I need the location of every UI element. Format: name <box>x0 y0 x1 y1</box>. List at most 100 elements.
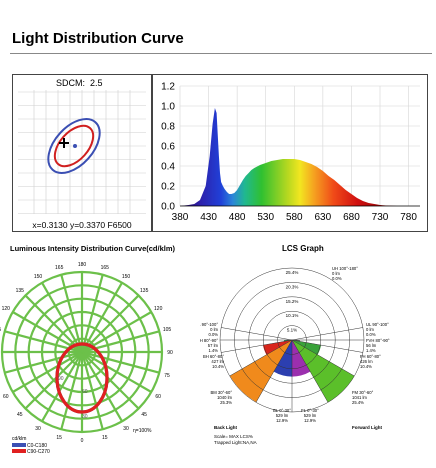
inner-sdcm-ellipse <box>53 124 95 168</box>
polar-angle-label: 0 <box>81 438 84 444</box>
spectrum-x-tick: 480 <box>229 212 246 223</box>
polar-spoke <box>24 351 83 410</box>
polar-angle-label: 75 <box>164 373 170 379</box>
lcs-grid <box>219 267 365 413</box>
zone-lumens-fh: 426 lm <box>360 359 373 364</box>
polar-angle-label: 15 <box>56 435 62 441</box>
zone-wedge-fm <box>292 340 355 403</box>
polar-spoke <box>12 311 83 353</box>
sdcm-label: SDCM: <box>56 78 85 88</box>
polar-angle-label: 15 <box>102 435 108 441</box>
polar-grid <box>0 270 164 434</box>
zone-lumens-ul_r: 0 lm <box>366 327 374 332</box>
legend-label-c0: C0-C180 <box>27 443 47 449</box>
polar-angle-label: 150 <box>122 274 131 280</box>
zone-percent-uh: 0.0% <box>332 276 342 281</box>
zone-wedge-bm <box>229 340 292 403</box>
zone-label-bl: BL 0°-30° <box>273 408 291 413</box>
lcs-zone-labels: UH 100°-180°0 lm0.0%UL 90°-100°0 lm0.0%U… <box>200 266 390 423</box>
zone-lumens-fvh: 56 lm <box>366 343 377 348</box>
zone-lumens-fm: 1041 lm <box>352 395 367 400</box>
spectrum-curve <box>180 108 420 206</box>
polar-spoke <box>41 282 83 353</box>
polar-spoke <box>24 294 83 353</box>
lcs-trapped-note: Trapped Light:NA,NA <box>214 440 257 445</box>
polar-angle-label: 105 <box>0 327 1 333</box>
polar-spoke <box>81 294 140 353</box>
polar-angle-label: 150 <box>34 274 43 280</box>
lcs-spoke <box>221 339 293 353</box>
lcs-spoke <box>221 327 293 341</box>
chromaticity-coords: x=0.3130 y=0.3370 F6500 <box>32 220 132 230</box>
lcs-spoke <box>291 327 363 341</box>
spectrum-x-tick: 430 <box>200 212 217 223</box>
intensity-polar-chart: 1801651501351201059075604530150153045607… <box>0 262 173 455</box>
zone-wedge-fh <box>292 340 322 355</box>
polar-angle-label: 165 <box>55 265 64 271</box>
spectrum-y-tick: 0.8 <box>161 122 175 133</box>
spectrum-x-tick: 530 <box>257 212 274 223</box>
zone-wedge-fl <box>292 340 311 377</box>
polar-spoke <box>81 351 140 410</box>
zone-label-bm: BM 30°-60° <box>210 390 232 395</box>
zone-label-bvh: BVH 80°-90° <box>200 338 218 343</box>
legend-swatch-c0 <box>12 443 26 447</box>
zone-label-uh: UH 100°-180° <box>332 266 358 271</box>
zone-percent-fh: 10.4% <box>360 364 372 369</box>
legend-label-c90: C90-C270 <box>27 449 50 455</box>
spectrum-axes: 380 430 480 530 580 630 680 730 780 0.0 0.2 0.4 0.6 0… <box>161 82 420 223</box>
polar-spoke <box>4 350 83 374</box>
lcs-ring-label: 20.3% <box>286 284 299 289</box>
lcs-ring-label: 25.4% <box>286 270 299 275</box>
zone-percent-fl: 12.9% <box>304 418 316 423</box>
chromaticity-panel: SDCM: 2.5 x=0.3130 y=0.3370 F6500 <box>12 74 152 232</box>
zone-lumens-uh: 0 lm <box>332 271 340 276</box>
polar-spoke <box>80 351 104 430</box>
spectrum-x-tick: 580 <box>286 212 303 223</box>
radial-label-90: 90 <box>58 376 64 382</box>
zone-lumens-ul_l: 0 lm <box>210 327 218 332</box>
spectrum-y-tick: 1.2 <box>161 82 175 93</box>
lcs-graph: 25.4%20.3%15.2%10.1%5.1% UH 100°-180°0 l… <box>200 266 390 445</box>
zone-lumens-fl: 529 lm <box>304 413 317 418</box>
polar-angle-label: 90 <box>167 350 173 356</box>
polar-angle-label: 30 <box>35 426 41 432</box>
c90-c270-curve <box>55 342 109 414</box>
lcs-ring-label: 10.1% <box>286 313 299 318</box>
lcs-spoke <box>255 339 293 403</box>
polar-angle-label: 120 <box>2 306 11 312</box>
sdcm-value: 2.5 <box>90 78 103 88</box>
zone-percent-fm: 25.4% <box>352 400 364 405</box>
zone-percent-bm: 25.3% <box>220 400 232 405</box>
polar-angle-labels: 1801651501351201059075604530150153045607… <box>0 262 173 444</box>
spectrum-frame <box>152 74 428 232</box>
zone-label-fl: FL 0°-30° <box>301 408 319 413</box>
spectrum-x-tick: 380 <box>172 212 189 223</box>
lcs-spoke <box>291 339 363 353</box>
lcs-ring-label: 15.2% <box>286 299 299 304</box>
polar-angle-label: 120 <box>154 306 163 312</box>
spectrum-y-tick: 0.0 <box>161 202 175 213</box>
zone-percent-ul_l: 0.0% <box>208 332 218 337</box>
radial-label-60: 60 <box>82 389 88 395</box>
spectrum-x-tick: 680 <box>343 212 360 223</box>
title-divider <box>10 53 432 54</box>
spectrum-y-tick: 0.6 <box>161 142 175 153</box>
spectrum-chart: 380 430 480 530 580 630 680 730 780 0.0 0.2 0.4 0.6 0… <box>152 74 428 232</box>
zone-label-fh: FH 60°-80° <box>360 354 381 359</box>
polar-spoke <box>81 311 152 353</box>
zone-percent-bvh: 1.4% <box>208 348 218 353</box>
zone-lumens-bm: 1040 lm <box>217 395 232 400</box>
zone-label-ul_r: UL 90°-100° <box>366 322 389 327</box>
page-title: Light Distribution Curve <box>12 30 184 47</box>
polar-spoke <box>41 351 83 422</box>
lcs-scale-note: Scale= MAX LCS% <box>214 434 253 439</box>
forward-light-label: Forward Light <box>352 425 382 430</box>
polar-angle-label: 135 <box>16 288 25 294</box>
zone-label-fm: FM 30°-60° <box>352 390 374 395</box>
polar-unit-label: cd/klm <box>12 436 26 442</box>
polar-chart-title: Luminous Intensity Distribution Curve(cd… <box>10 244 176 253</box>
polar-spoke <box>81 282 123 353</box>
zone-percent-ul_r: 0.0% <box>366 332 376 337</box>
polar-spoke <box>80 274 104 353</box>
